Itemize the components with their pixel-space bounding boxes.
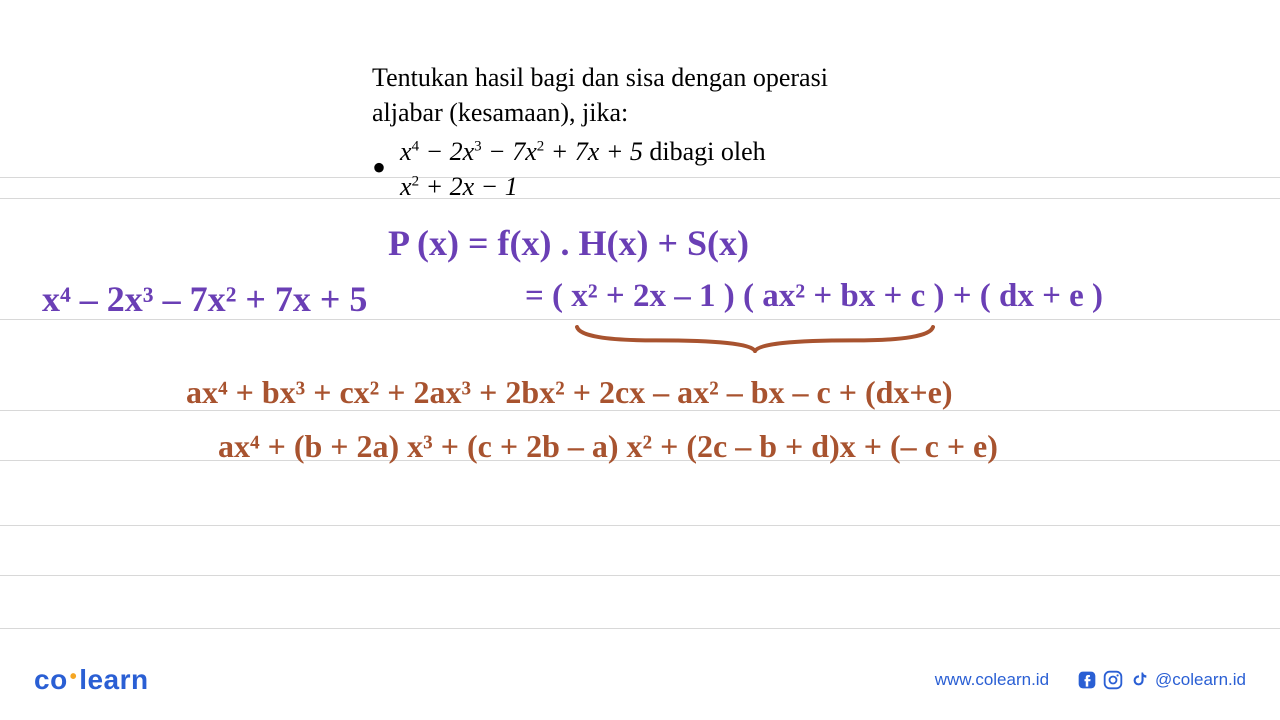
handwriting-p3: = ( x² + 2x – 1 ) ( ax² + bx + c ) + ( d… [525,278,1103,315]
problem-line-2: aljabar (kesamaan), jika: [372,95,972,130]
problem-bullet-row: • x4 − 2x3 − 7x2 + 7x + 5 dibagi oleh x2… [372,134,972,204]
poly-line-2: x2 + 2x − 1 [400,169,766,204]
bullet-dot: • [372,158,386,178]
brand-logo: co•learn [34,664,149,696]
brace-path [577,327,933,351]
tiktok-icon [1129,670,1149,690]
footer-right: www.colearn.id @colearn.id [935,670,1246,690]
ruled-line [0,525,1280,526]
problem-line-1: Tentukan hasil bagi dan sisa dengan oper… [372,60,972,95]
logo-co: co [34,664,68,695]
instagram-icon [1103,670,1123,690]
poly-line-1: x4 − 2x3 − 7x2 + 7x + 5 dibagi oleh [400,134,766,169]
logo-dot: • [70,666,78,688]
handwriting-b2: ax⁴ + (b + 2a) x³ + (c + 2b – a) x² + (2… [218,428,998,465]
facebook-icon [1077,670,1097,690]
handwriting-p1: P (x) = f(x) . H(x) + S(x) [388,222,749,264]
problem-statement: Tentukan hasil bagi dan sisa dengan oper… [372,60,972,204]
social-handle: @colearn.id [1155,670,1246,690]
website-url: www.colearn.id [935,670,1049,690]
social-section: @colearn.id [1077,670,1246,690]
handwriting-b1: ax⁴ + bx³ + cx² + 2ax³ + 2bx² + 2cx – ax… [186,374,953,411]
handwriting-p2: x⁴ – 2x³ – 7x² + 7x + 5 [42,278,367,320]
ruled-line [0,628,1280,629]
logo-learn: learn [79,664,148,695]
problem-math: x4 − 2x3 − 7x2 + 7x + 5 dibagi oleh x2 +… [400,134,766,204]
ruled-line [0,575,1280,576]
underbrace [575,325,935,353]
footer: co•learn www.colearn.id @colearn.id [0,664,1280,696]
